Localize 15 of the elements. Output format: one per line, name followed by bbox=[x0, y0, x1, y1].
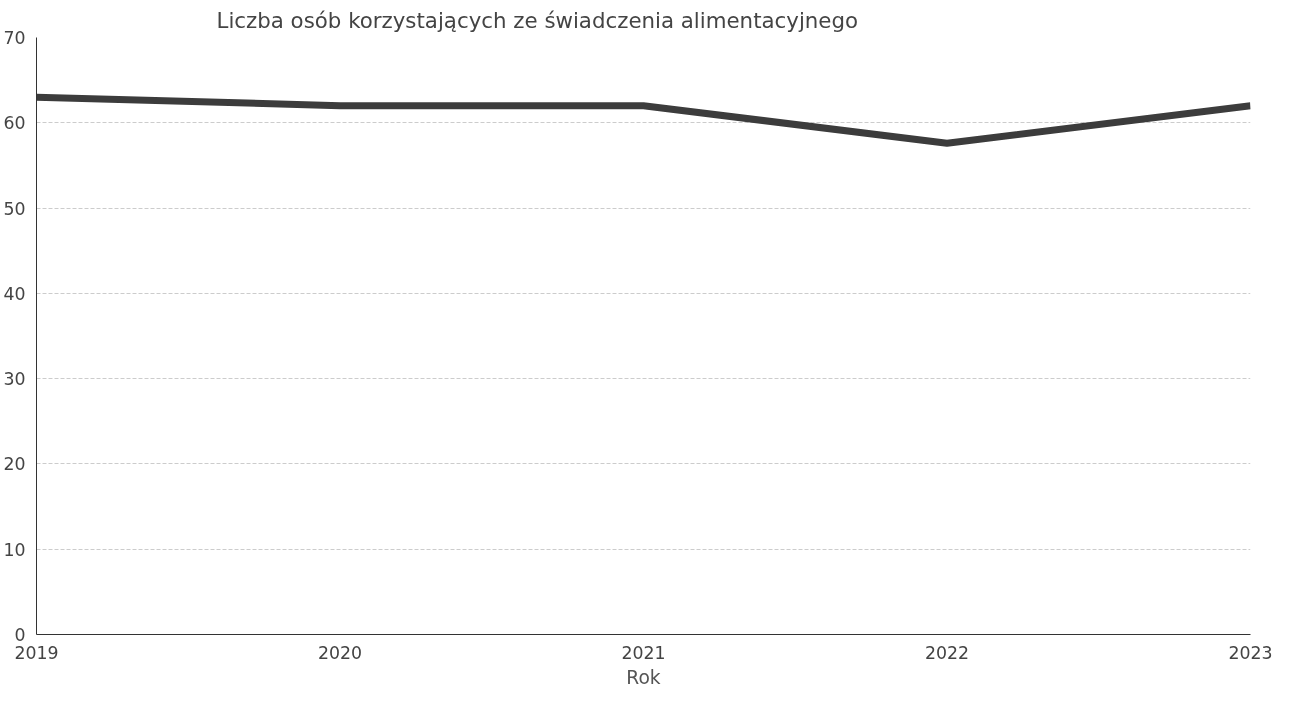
x-tick-label: 2023 bbox=[1228, 642, 1273, 663]
x-axis-title: Rok bbox=[626, 666, 661, 688]
y-tick-label: 40 bbox=[3, 283, 26, 304]
y-tick-label: 10 bbox=[3, 539, 26, 560]
y-tick-label: 60 bbox=[3, 113, 26, 134]
x-tick-label: 2020 bbox=[317, 642, 363, 663]
y-tick-label: 50 bbox=[3, 198, 26, 219]
y-tick-label: 20 bbox=[3, 454, 26, 475]
y-tick-label: 70 bbox=[3, 28, 26, 48]
x-tick-label: 2022 bbox=[924, 642, 970, 663]
chart-title: Liczba osób korzystających ze świadczenia alimentacyjnego bbox=[216, 7, 859, 33]
x-tick-label: 2019 bbox=[14, 642, 59, 663]
x-tick-label: 2021 bbox=[621, 642, 666, 663]
y-tick-label: 0 bbox=[14, 625, 26, 645]
y-tick-label: 30 bbox=[3, 369, 26, 390]
